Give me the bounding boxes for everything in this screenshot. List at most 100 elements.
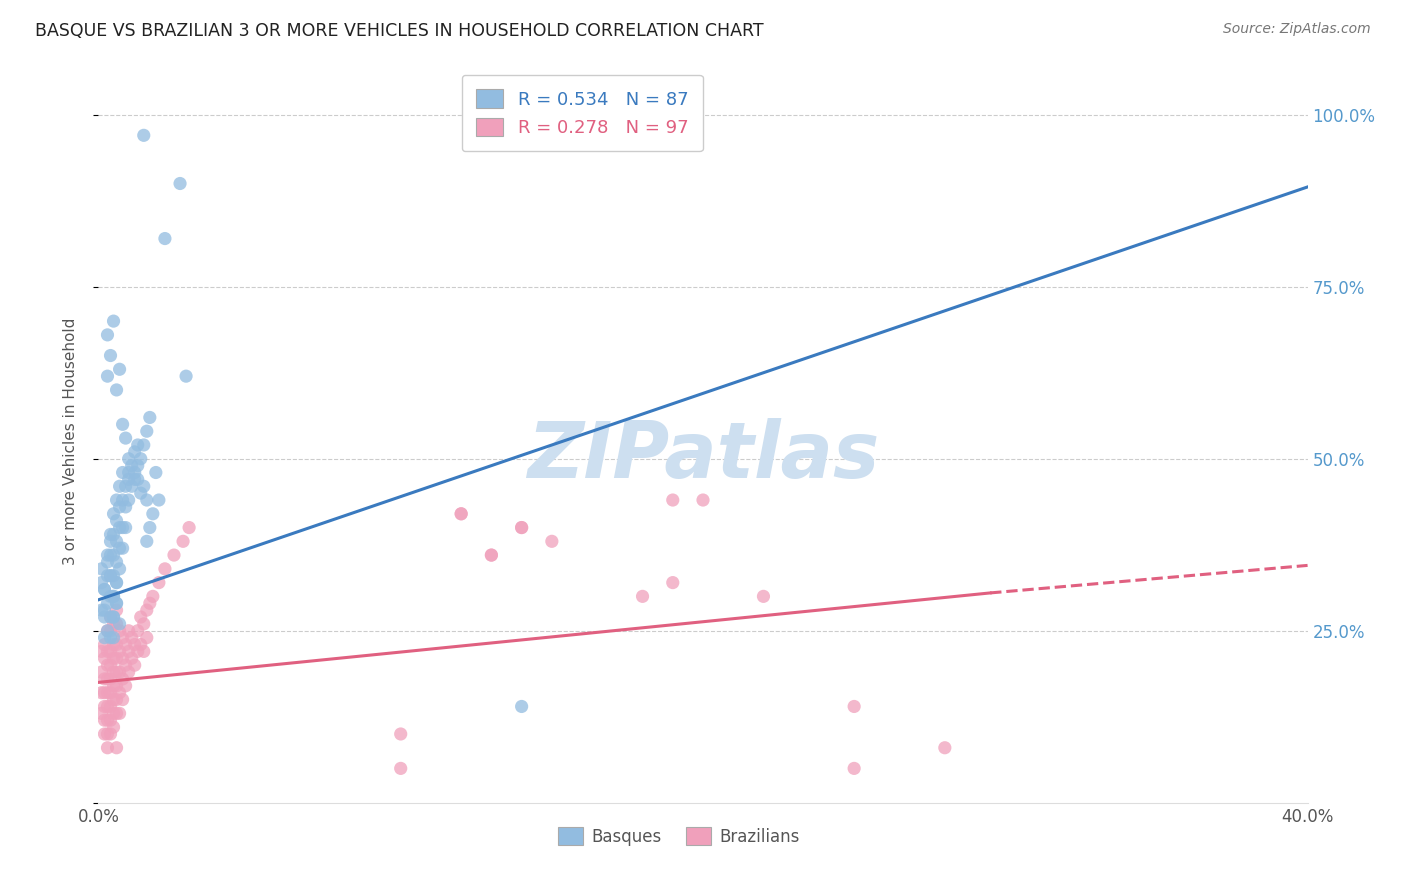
Text: BASQUE VS BRAZILIAN 3 OR MORE VEHICLES IN HOUSEHOLD CORRELATION CHART: BASQUE VS BRAZILIAN 3 OR MORE VEHICLES I…	[35, 22, 763, 40]
Point	[127, 458, 149, 473]
Text: ZIPatlas: ZIPatlas	[527, 418, 879, 494]
Point	[105, 638, 128, 652]
Point	[96, 672, 118, 686]
Point	[103, 527, 125, 541]
Point	[163, 548, 186, 562]
Legend: Basques, Brazilians: Basques, Brazilians	[551, 821, 807, 852]
Point	[114, 500, 136, 514]
Point	[111, 493, 134, 508]
Point	[93, 727, 115, 741]
Point	[135, 631, 157, 645]
Point	[103, 590, 125, 604]
Point	[129, 486, 152, 500]
Point	[132, 616, 155, 631]
Point	[100, 349, 122, 363]
Point	[108, 616, 131, 631]
Point	[148, 493, 170, 508]
Point	[510, 520, 533, 534]
Point	[96, 727, 118, 741]
Point	[100, 527, 122, 541]
Point	[96, 713, 118, 727]
Point	[90, 665, 112, 679]
Point	[90, 644, 112, 658]
Point	[111, 672, 134, 686]
Point	[510, 520, 533, 534]
Point	[179, 520, 201, 534]
Point	[90, 575, 112, 590]
Point	[103, 651, 125, 665]
Point	[510, 699, 533, 714]
Point	[108, 362, 131, 376]
Point	[96, 369, 118, 384]
Point	[90, 603, 112, 617]
Point	[96, 686, 118, 700]
Point	[93, 610, 115, 624]
Point	[129, 451, 152, 466]
Point	[93, 631, 115, 645]
Point	[692, 493, 714, 508]
Point	[127, 624, 149, 638]
Point	[121, 651, 143, 665]
Point	[105, 575, 128, 590]
Point	[540, 534, 562, 549]
Point	[105, 616, 128, 631]
Point	[100, 590, 122, 604]
Point	[108, 624, 131, 638]
Point	[114, 638, 136, 652]
Point	[661, 575, 683, 590]
Point	[105, 692, 128, 706]
Point	[118, 665, 141, 679]
Point	[96, 327, 118, 342]
Point	[93, 686, 115, 700]
Point	[100, 610, 122, 624]
Point	[100, 644, 122, 658]
Point	[118, 644, 141, 658]
Point	[103, 706, 125, 721]
Point	[93, 699, 115, 714]
Point	[105, 596, 128, 610]
Point	[481, 548, 503, 562]
Point	[145, 466, 167, 480]
Point	[121, 631, 143, 645]
Point	[103, 679, 125, 693]
Point	[105, 575, 128, 590]
Point	[118, 624, 141, 638]
Point	[135, 534, 157, 549]
Point	[118, 466, 141, 480]
Point	[111, 466, 134, 480]
Point	[111, 417, 134, 432]
Point	[111, 692, 134, 706]
Point	[389, 727, 412, 741]
Point	[142, 590, 165, 604]
Point	[105, 603, 128, 617]
Point	[450, 507, 472, 521]
Point	[135, 603, 157, 617]
Point	[93, 713, 115, 727]
Point	[172, 534, 194, 549]
Point	[90, 562, 112, 576]
Point	[142, 507, 165, 521]
Point	[139, 410, 162, 425]
Point	[100, 672, 122, 686]
Point	[100, 610, 122, 624]
Point	[389, 761, 412, 775]
Point	[96, 699, 118, 714]
Point	[108, 541, 131, 556]
Point	[103, 665, 125, 679]
Point	[124, 445, 146, 459]
Point	[118, 472, 141, 486]
Point	[127, 472, 149, 486]
Point	[153, 562, 176, 576]
Point	[105, 665, 128, 679]
Point	[135, 493, 157, 508]
Point	[103, 610, 125, 624]
Point	[111, 520, 134, 534]
Point	[100, 727, 122, 741]
Point	[100, 713, 122, 727]
Point	[105, 514, 128, 528]
Point	[844, 761, 866, 775]
Point	[124, 658, 146, 673]
Point	[124, 472, 146, 486]
Point	[105, 493, 128, 508]
Point	[174, 369, 197, 384]
